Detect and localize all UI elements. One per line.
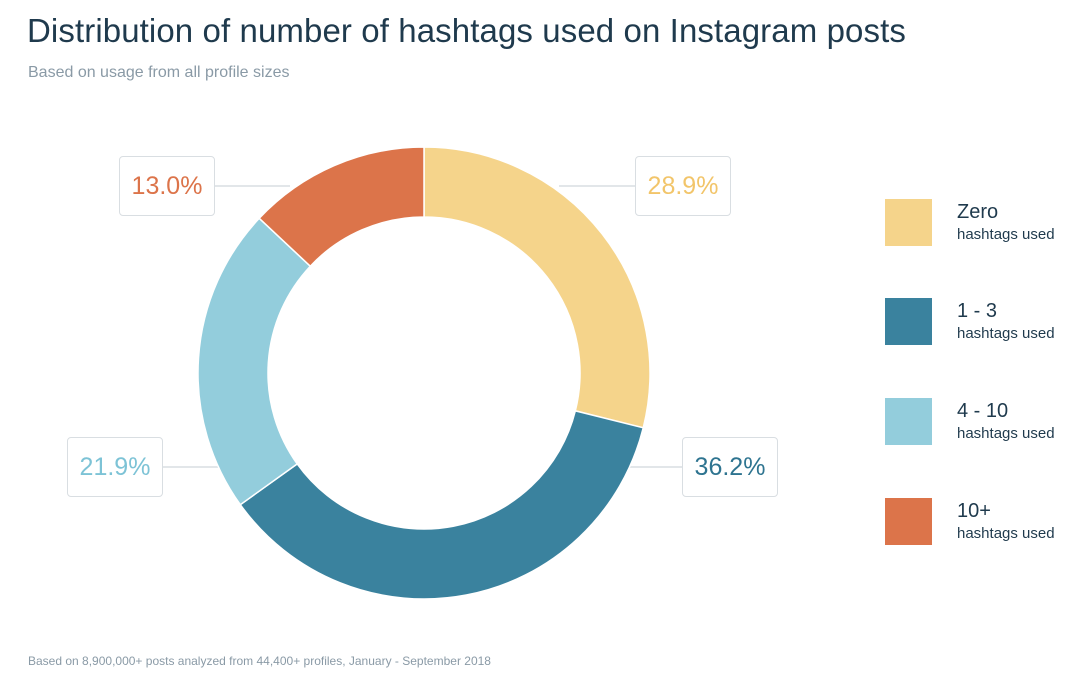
legend-sublabel: hashtags used <box>957 425 1055 442</box>
legend-item-10-plus: 10+ hashtags used <box>885 498 1075 548</box>
legend-label-10-plus: 10+ <box>957 500 991 522</box>
legend-sublabel: hashtags used <box>957 226 1055 243</box>
legend-swatch-1-3 <box>885 298 932 345</box>
legend-sublabel: hashtags used <box>957 525 1055 542</box>
legend-item-1-3: 1 - 3 hashtags used <box>885 298 1075 348</box>
legend-label-4-10: 4 - 10 <box>957 400 1009 422</box>
value-label-1-3: 36.2% <box>682 437 778 497</box>
legend-swatch-zero <box>885 199 932 246</box>
value-label-zero: 28.9% <box>635 156 731 216</box>
legend-label-zero: Zero <box>957 201 999 223</box>
legend-swatch-4-10 <box>885 398 932 445</box>
value-label-10-plus: 13.0% <box>119 156 215 216</box>
value-label-4-10: 21.9% <box>67 437 163 497</box>
donut-slice-1-3 <box>239 409 645 600</box>
chart-subtitle: Based on usage from all profile sizes <box>28 64 290 81</box>
legend-swatch-10-plus <box>885 498 932 545</box>
footnote: Based on 8,900,000+ posts analyzed from … <box>28 654 491 668</box>
legend-item-zero: Zero hashtags used <box>885 199 1075 249</box>
legend-label-1-3: 1 - 3 <box>957 300 998 322</box>
donut-slice-4-10 <box>197 217 312 506</box>
donut-slice-zero <box>423 146 651 429</box>
legend-item-4-10: 4 - 10 hashtags used <box>885 398 1075 448</box>
legend-sublabel: hashtags used <box>957 325 1055 342</box>
chart-title: Distribution of number of hashtags used … <box>27 12 906 49</box>
donut-slice-10-plus <box>258 146 425 268</box>
